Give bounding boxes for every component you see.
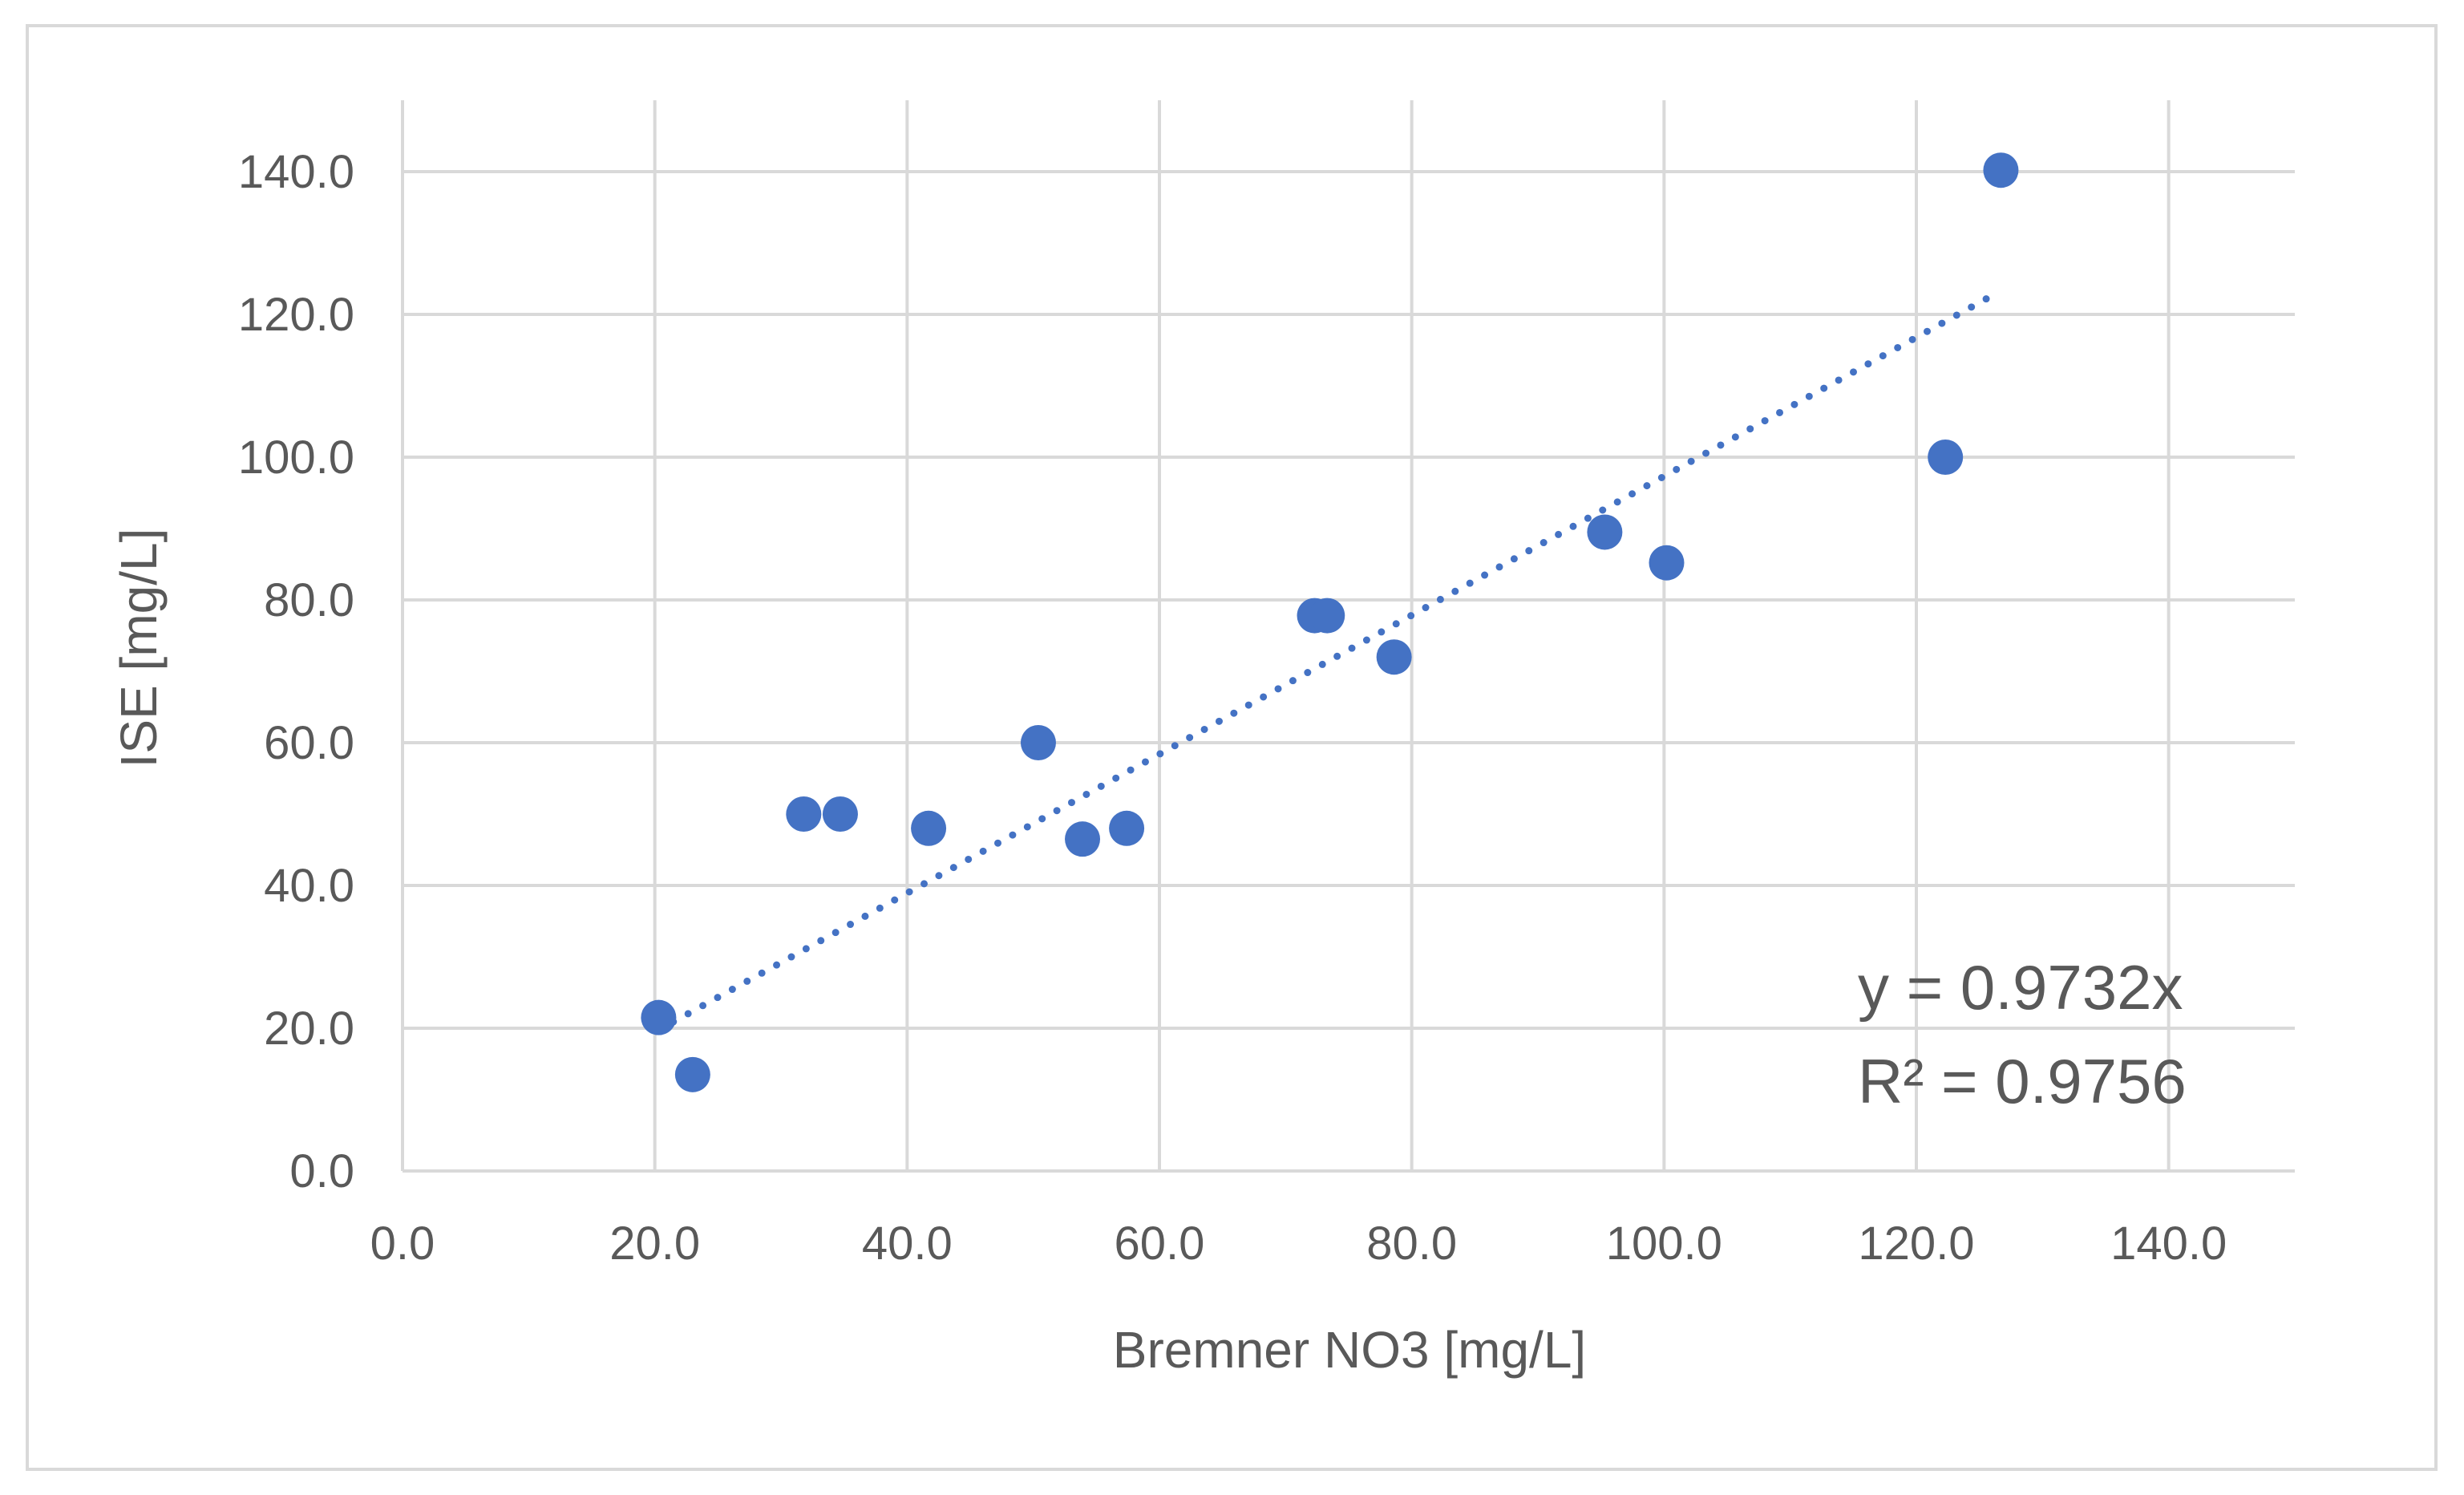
y-tick-label: 100.0 [238,431,354,484]
x-tick-label: 80.0 [1366,1217,1457,1270]
data-point [786,796,822,832]
trendline-equation: y = 0.9732x [1858,952,2183,1023]
y-tick-label: 140.0 [238,146,354,198]
data-point [1928,440,1964,475]
x-tick-label: 0.0 [370,1217,435,1270]
x-tick-label: 120.0 [1858,1217,1974,1270]
data-point [1020,725,1056,760]
x-tick-label: 140.0 [2110,1217,2227,1270]
gridlines [401,100,2295,1173]
x-tick-label: 60.0 [1115,1217,1205,1270]
data-point [674,1056,710,1092]
y-tick-label: 80.0 [264,574,354,626]
data-point [1376,639,1412,675]
y-tick-label: 20.0 [264,1003,354,1055]
data-point [1065,821,1101,857]
y-tick-label: 60.0 [264,717,354,769]
x-tick-label: 20.0 [609,1217,700,1270]
data-point [1983,152,2019,188]
data-point [641,999,677,1035]
data-point [1309,598,1345,634]
y-axis-title: ISE [mg/L] [110,529,168,768]
x-axis-title: Bremner NO3 [mg/L] [1113,1321,1586,1379]
chart-border [26,24,2438,1471]
data-point [1649,545,1685,581]
trendline [654,287,2005,1034]
y-tick-label: 40.0 [264,860,354,912]
y-tick-label: 120.0 [238,289,354,341]
y-tick-labels: 0.0 20.0 40.0 60.0 80.0 100.0 120.0 140.0 [238,146,354,1197]
x-tick-label: 40.0 [862,1217,953,1270]
trendline-r2: R² = 0.9756 [1858,1046,2187,1116]
data-point [911,810,947,846]
data-point [1587,514,1623,550]
x-tick-label: 100.0 [1606,1217,1722,1270]
data-point [822,796,858,832]
data-point [1109,810,1145,846]
y-tick-label: 0.0 [289,1145,354,1197]
trendline-group [654,287,2005,1034]
data-points [641,152,2019,1092]
x-tick-labels: 0.0 20.0 40.0 60.0 80.0 100.0 120.0 140.0 [370,1217,2227,1270]
